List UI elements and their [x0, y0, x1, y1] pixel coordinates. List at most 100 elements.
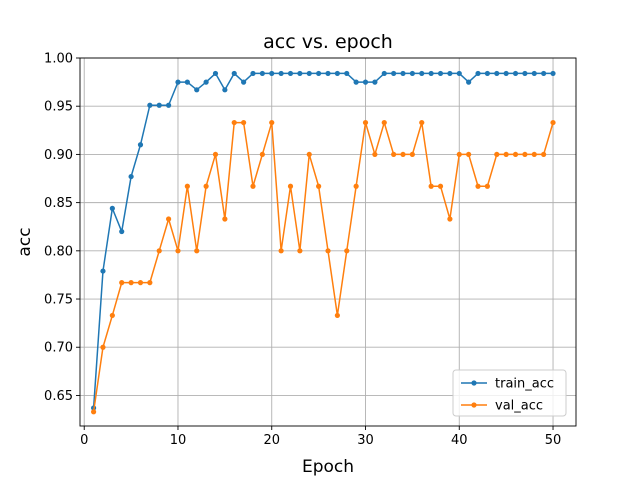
y-tick-label: 0.90 [44, 148, 73, 163]
data-point-train_acc [550, 70, 556, 77]
data-point-val_acc [400, 151, 406, 158]
tick-layer: 0 10 20 30 40 50 0.65 0.70 0.75 0.80 0.85 0.90 0.95 1… [44, 52, 561, 449]
y-tick-label: 0.70 [44, 341, 73, 356]
data-point-train_acc [522, 70, 528, 77]
x-tick-label: 0 [80, 433, 88, 448]
data-point-train_acc [222, 87, 228, 93]
data-point-val_acc [231, 119, 237, 126]
data-point-val_acc [484, 183, 490, 189]
data-point-val_acc [325, 248, 331, 254]
data-point-train_acc [334, 70, 340, 77]
data-point-val_acc [278, 248, 284, 254]
data-point-train_acc [362, 79, 369, 85]
data-point-train_acc [119, 228, 125, 235]
data-point-train_acc [409, 70, 415, 77]
data-point-val_acc [541, 151, 547, 158]
data-point-train_acc [531, 70, 537, 77]
y-tick-label: 0.85 [44, 196, 73, 211]
data-point-train_acc [428, 70, 434, 77]
data-point-val_acc [447, 216, 453, 222]
y-tick-label: 0.65 [44, 389, 73, 404]
data-point-train_acc [503, 70, 509, 77]
data-point-val_acc [166, 216, 172, 222]
data-point-train_acc [372, 79, 378, 85]
x-tick-label: 30 [357, 433, 374, 448]
series-train_acc [90, 70, 556, 411]
data-point-train_acc [166, 102, 172, 108]
data-point-val_acc [475, 183, 481, 189]
x-tick-label: 40 [451, 433, 468, 448]
data-point-val_acc [119, 280, 125, 286]
x-tick-label: 10 [170, 433, 187, 448]
data-point-train_acc [541, 70, 547, 77]
data-point-val_acc [175, 248, 181, 254]
data-point-train_acc [100, 268, 106, 274]
data-point-val_acc [90, 409, 97, 415]
x-tick-label: 20 [263, 433, 280, 448]
data-point-train_acc [400, 70, 406, 77]
data-point-train_acc [466, 79, 472, 85]
data-point-train_acc [353, 79, 359, 85]
data-point-val_acc [156, 248, 162, 254]
data-point-val_acc [184, 183, 190, 189]
legend-label: val_acc [495, 399, 543, 414]
series-line-val_acc [92, 121, 554, 412]
data-point-train_acc [156, 102, 162, 108]
x-tick-label: 50 [545, 433, 562, 448]
data-point-train_acc [325, 70, 331, 77]
data-point-train_acc [344, 70, 350, 77]
data-point-val_acc [550, 119, 556, 126]
data-point-train_acc [287, 70, 294, 77]
plot-frame [79, 57, 577, 427]
chart-title: acc vs. epoch [263, 31, 393, 53]
data-point-val_acc [287, 183, 294, 189]
data-point-val_acc [194, 248, 200, 254]
data-point-train_acc [484, 70, 490, 77]
data-point-val_acc [503, 151, 509, 158]
data-point-val_acc [512, 151, 519, 158]
y-tick-label: 0.95 [44, 100, 73, 115]
data-point-val_acc [316, 183, 322, 189]
data-point-train_acc [512, 70, 519, 77]
x-axis-title: Epoch [302, 457, 354, 477]
data-point-val_acc [128, 280, 134, 286]
y-tick-label: 1.00 [44, 52, 73, 67]
data-point-val_acc [428, 183, 434, 189]
data-point-train_acc [128, 173, 134, 180]
data-point-train_acc [194, 87, 200, 93]
data-point-train_acc [231, 70, 237, 77]
data-point-val_acc [437, 183, 444, 189]
data-point-val_acc [353, 183, 359, 189]
data-point-train_acc [447, 70, 453, 77]
data-point-val_acc [334, 312, 340, 319]
data-point-train_acc [175, 79, 181, 85]
data-point-val_acc [362, 119, 369, 126]
data-point-val_acc [147, 280, 153, 286]
data-point-val_acc [212, 151, 219, 158]
data-point-train_acc [278, 70, 284, 77]
legend: train_acc val_acc [452, 369, 567, 417]
y-axis-title: acc [15, 227, 35, 256]
data-point-train_acc [306, 70, 312, 77]
data-point-train_acc [147, 102, 153, 108]
data-point-val_acc [391, 151, 397, 158]
data-point-train_acc [137, 142, 144, 148]
data-point-train_acc [269, 70, 275, 77]
legend-swatch-marker [471, 402, 477, 408]
data-point-train_acc [475, 70, 481, 77]
y-tick-label: 0.80 [44, 244, 73, 259]
data-point-train_acc [109, 205, 115, 212]
data-point-val_acc [306, 151, 312, 158]
data-point-val_acc [269, 119, 275, 126]
data-point-val_acc [137, 280, 144, 286]
data-point-train_acc [419, 70, 425, 77]
data-point-train_acc [391, 70, 397, 77]
data-point-val_acc [409, 151, 415, 158]
data-point-val_acc [381, 119, 387, 126]
data-point-train_acc [456, 70, 462, 77]
data-point-val_acc [466, 151, 472, 158]
data-point-train_acc [437, 70, 444, 77]
data-point-val_acc [419, 119, 425, 126]
data-point-train_acc [250, 70, 256, 77]
